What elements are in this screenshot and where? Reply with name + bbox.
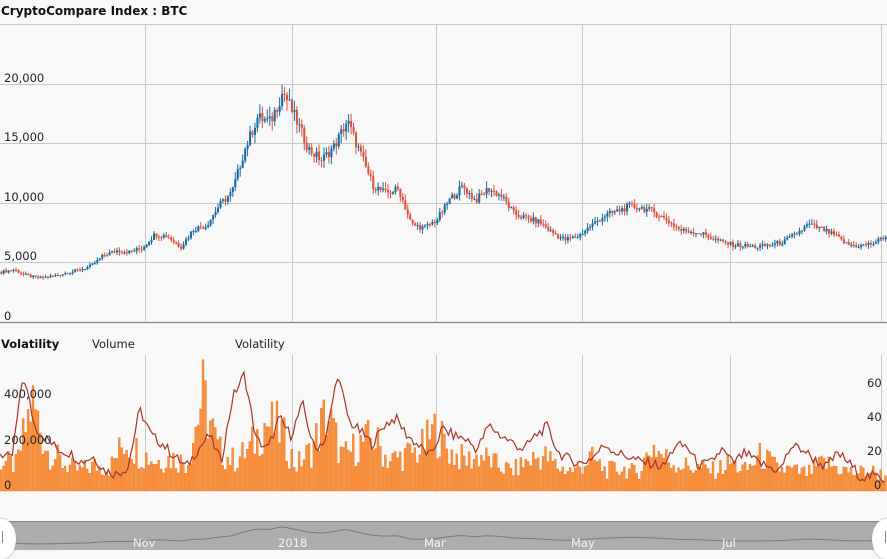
volatility-axis-label: 0 bbox=[874, 478, 882, 492]
grip-icon bbox=[2, 531, 3, 543]
volatility-axis-label: 40 bbox=[867, 410, 882, 424]
navigator-track[interactable] bbox=[0, 521, 887, 550]
navigator-label-jul: Jul bbox=[722, 536, 736, 550]
navigator-right-handle[interactable] bbox=[872, 519, 887, 559]
navigator-label-nov: Nov bbox=[133, 536, 156, 550]
volume-axis-label: 200,000 bbox=[4, 433, 52, 447]
volume-axis-label: 400,000 bbox=[4, 387, 52, 401]
volatility-line-series[interactable] bbox=[0, 370, 885, 483]
navigator-label-mar: Mar bbox=[424, 536, 446, 550]
navigator-label-2018: 2018 bbox=[278, 536, 308, 550]
legend-item-volatility[interactable]: Volatility bbox=[235, 337, 285, 351]
price-axis-label: 15,000 bbox=[4, 130, 45, 144]
navigator-left-handle[interactable] bbox=[0, 519, 16, 559]
price-axis-label: 10,000 bbox=[4, 190, 45, 204]
grip-icon bbox=[885, 531, 886, 543]
legend-item-volume[interactable]: Volume bbox=[92, 337, 135, 351]
price-candlestick-series[interactable] bbox=[0, 84, 887, 280]
price-axis-label: 0 bbox=[4, 309, 12, 323]
volume-axis-label: 0 bbox=[4, 478, 12, 492]
price-axis-label: 5,000 bbox=[4, 249, 37, 263]
navigator[interactable] bbox=[0, 521, 887, 550]
volatility-axis-label: 20 bbox=[867, 444, 882, 458]
navigator-label-may: May bbox=[571, 536, 595, 550]
volatility-axis-label: 60 bbox=[867, 376, 882, 390]
volume-bar-series[interactable] bbox=[0, 359, 887, 492]
navigator-series-line bbox=[0, 526, 883, 545]
volume-panel-title: Volatility bbox=[1, 337, 60, 351]
chart-title: CryptoCompare Index : BTC bbox=[1, 4, 188, 18]
price-axis-label: 20,000 bbox=[4, 71, 45, 85]
